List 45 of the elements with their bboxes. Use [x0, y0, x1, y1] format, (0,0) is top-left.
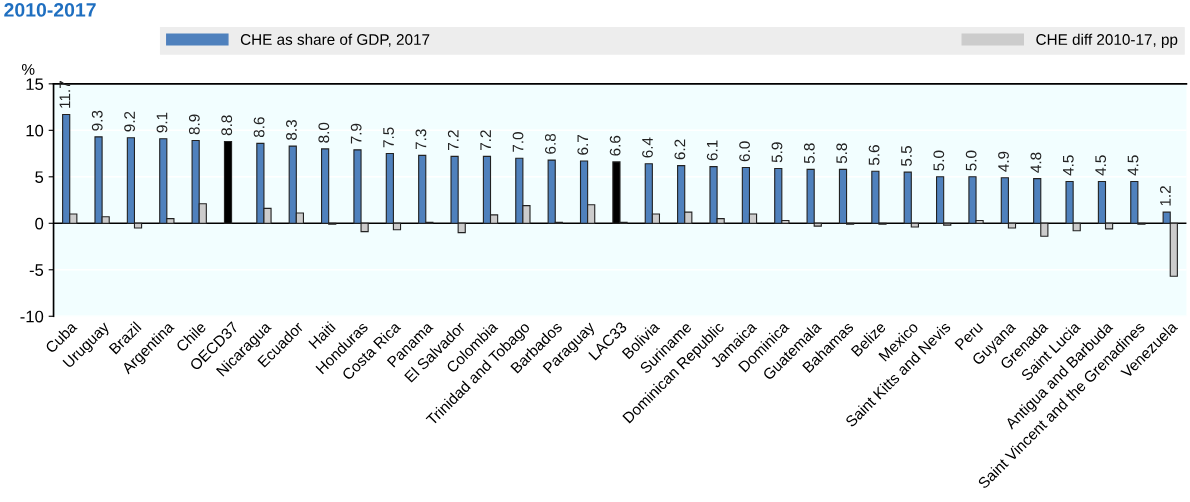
data-label: 6.0 [739, 141, 750, 162]
data-label: 11.7 [59, 81, 71, 108]
data-label: 9.3 [91, 110, 103, 131]
data-label: 7.9 [350, 123, 362, 144]
legend-label: CHE diff 2010-17, pp [1036, 33, 1178, 48]
data-label: 6.6 [609, 135, 621, 156]
data-label: 5.8 [803, 143, 815, 164]
y-tick-label: 10 [26, 124, 44, 137]
data-label: 7.2 [480, 130, 491, 151]
data-label: 5.0 [933, 150, 945, 171]
data-label: 5.9 [771, 142, 783, 163]
data-label: 8.6 [253, 117, 265, 138]
data-label: 4.9 [998, 151, 1009, 172]
data-label: 7.2 [447, 130, 459, 151]
data-label: 8.3 [286, 120, 297, 140]
y-tick-label: 5 [35, 171, 44, 184]
data-label: 6.2 [674, 139, 686, 160]
data-label: 4.5 [1127, 155, 1139, 176]
data-label: 4.5 [1095, 155, 1107, 176]
data-label: 1.2 [1159, 186, 1171, 206]
data-label: 5.8 [836, 143, 848, 164]
data-label: 6.1 [706, 140, 718, 161]
data-label: 8.9 [188, 114, 200, 135]
data-label: 5.6 [868, 145, 880, 166]
chart-title: 2010-2017 [4, 3, 96, 17]
y-tick-label: 15 [26, 78, 44, 91]
data-label: 8.8 [221, 115, 233, 136]
data-label: 6.8 [544, 133, 556, 154]
data-label: 9.2 [124, 111, 136, 132]
y-tick-label: -5 [29, 264, 44, 276]
data-label: 7.5 [383, 127, 394, 148]
data-label: 9.1 [156, 112, 168, 133]
legend-label: CHE as share of GDP, 2017 [240, 33, 430, 47]
data-label: 4.8 [1030, 152, 1042, 173]
data-label: 6.4 [642, 137, 653, 158]
data-label: 7.0 [512, 132, 524, 152]
y-tick-label: 0 [35, 217, 44, 230]
y-axis-title: % [21, 64, 35, 75]
data-label: 5.5 [901, 146, 912, 166]
data-label: 6.7 [577, 134, 589, 155]
data-label: 5.0 [965, 150, 977, 171]
data-label: 7.3 [415, 129, 427, 150]
data-label: 4.5 [1063, 155, 1074, 176]
data-label: 8.0 [318, 122, 330, 143]
y-tick-label: -10 [20, 310, 44, 323]
